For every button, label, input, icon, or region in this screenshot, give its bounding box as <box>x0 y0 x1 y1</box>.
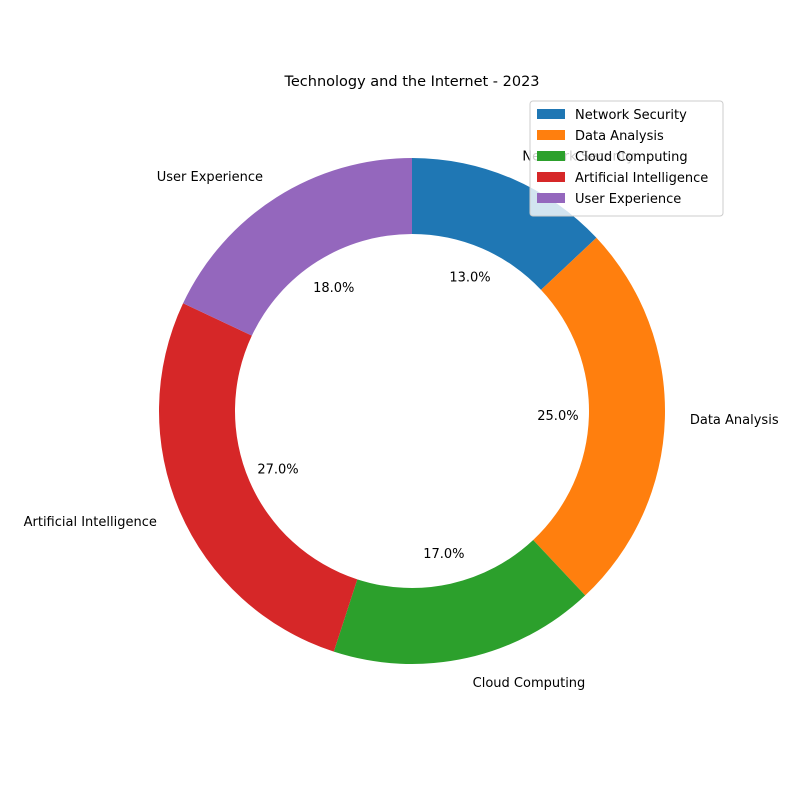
legend-swatch-data-analysis <box>537 130 565 140</box>
donut-slices <box>159 158 666 664</box>
legend-box <box>529 100 724 217</box>
legend-label-network-security: Network Security <box>575 108 687 123</box>
slice-user-experience <box>183 158 412 336</box>
percent-label-network-security: 13.0% <box>449 271 490 286</box>
slice-label-cloud-computing: Cloud Computing <box>473 676 586 691</box>
slice-label-user-experience: User Experience <box>157 170 263 185</box>
percent-label-user-experience: 18.0% <box>313 281 354 296</box>
slice-cloud-computing <box>333 540 586 664</box>
legend-label-user-experience: User Experience <box>575 192 681 207</box>
legend-swatch-user-experience <box>537 193 565 203</box>
legend: Network Security Data Analysis Cloud Compu… <box>529 100 724 217</box>
legend-swatch-artificial-intelligence <box>537 172 565 182</box>
slice-artificial-intelligence <box>159 303 358 652</box>
chart-title: Technology and the Internet - 2023 <box>283 74 539 90</box>
percent-label-cloud-computing: 17.0% <box>423 547 464 562</box>
legend-label-artificial-intelligence: Artificial Intelligence <box>575 171 708 186</box>
legend-swatch-network-security <box>537 109 565 119</box>
slice-network-security <box>412 158 597 290</box>
percent-labels: 13.0% 25.0% 17.0% 27.0% 18.0% <box>257 271 578 562</box>
legend-swatch-cloud-computing <box>537 151 565 161</box>
slice-data-analysis <box>533 237 666 596</box>
legend-label-data-analysis: Data Analysis <box>575 129 664 144</box>
slice-label-data-analysis: Data Analysis <box>690 413 779 428</box>
percent-label-data-analysis: 25.0% <box>537 409 578 424</box>
percent-label-artificial-intelligence: 27.0% <box>257 462 298 477</box>
legend-label-cloud-computing: Cloud Computing <box>575 150 688 165</box>
slice-label-artificial-intelligence: Artificial Intelligence <box>24 515 157 530</box>
